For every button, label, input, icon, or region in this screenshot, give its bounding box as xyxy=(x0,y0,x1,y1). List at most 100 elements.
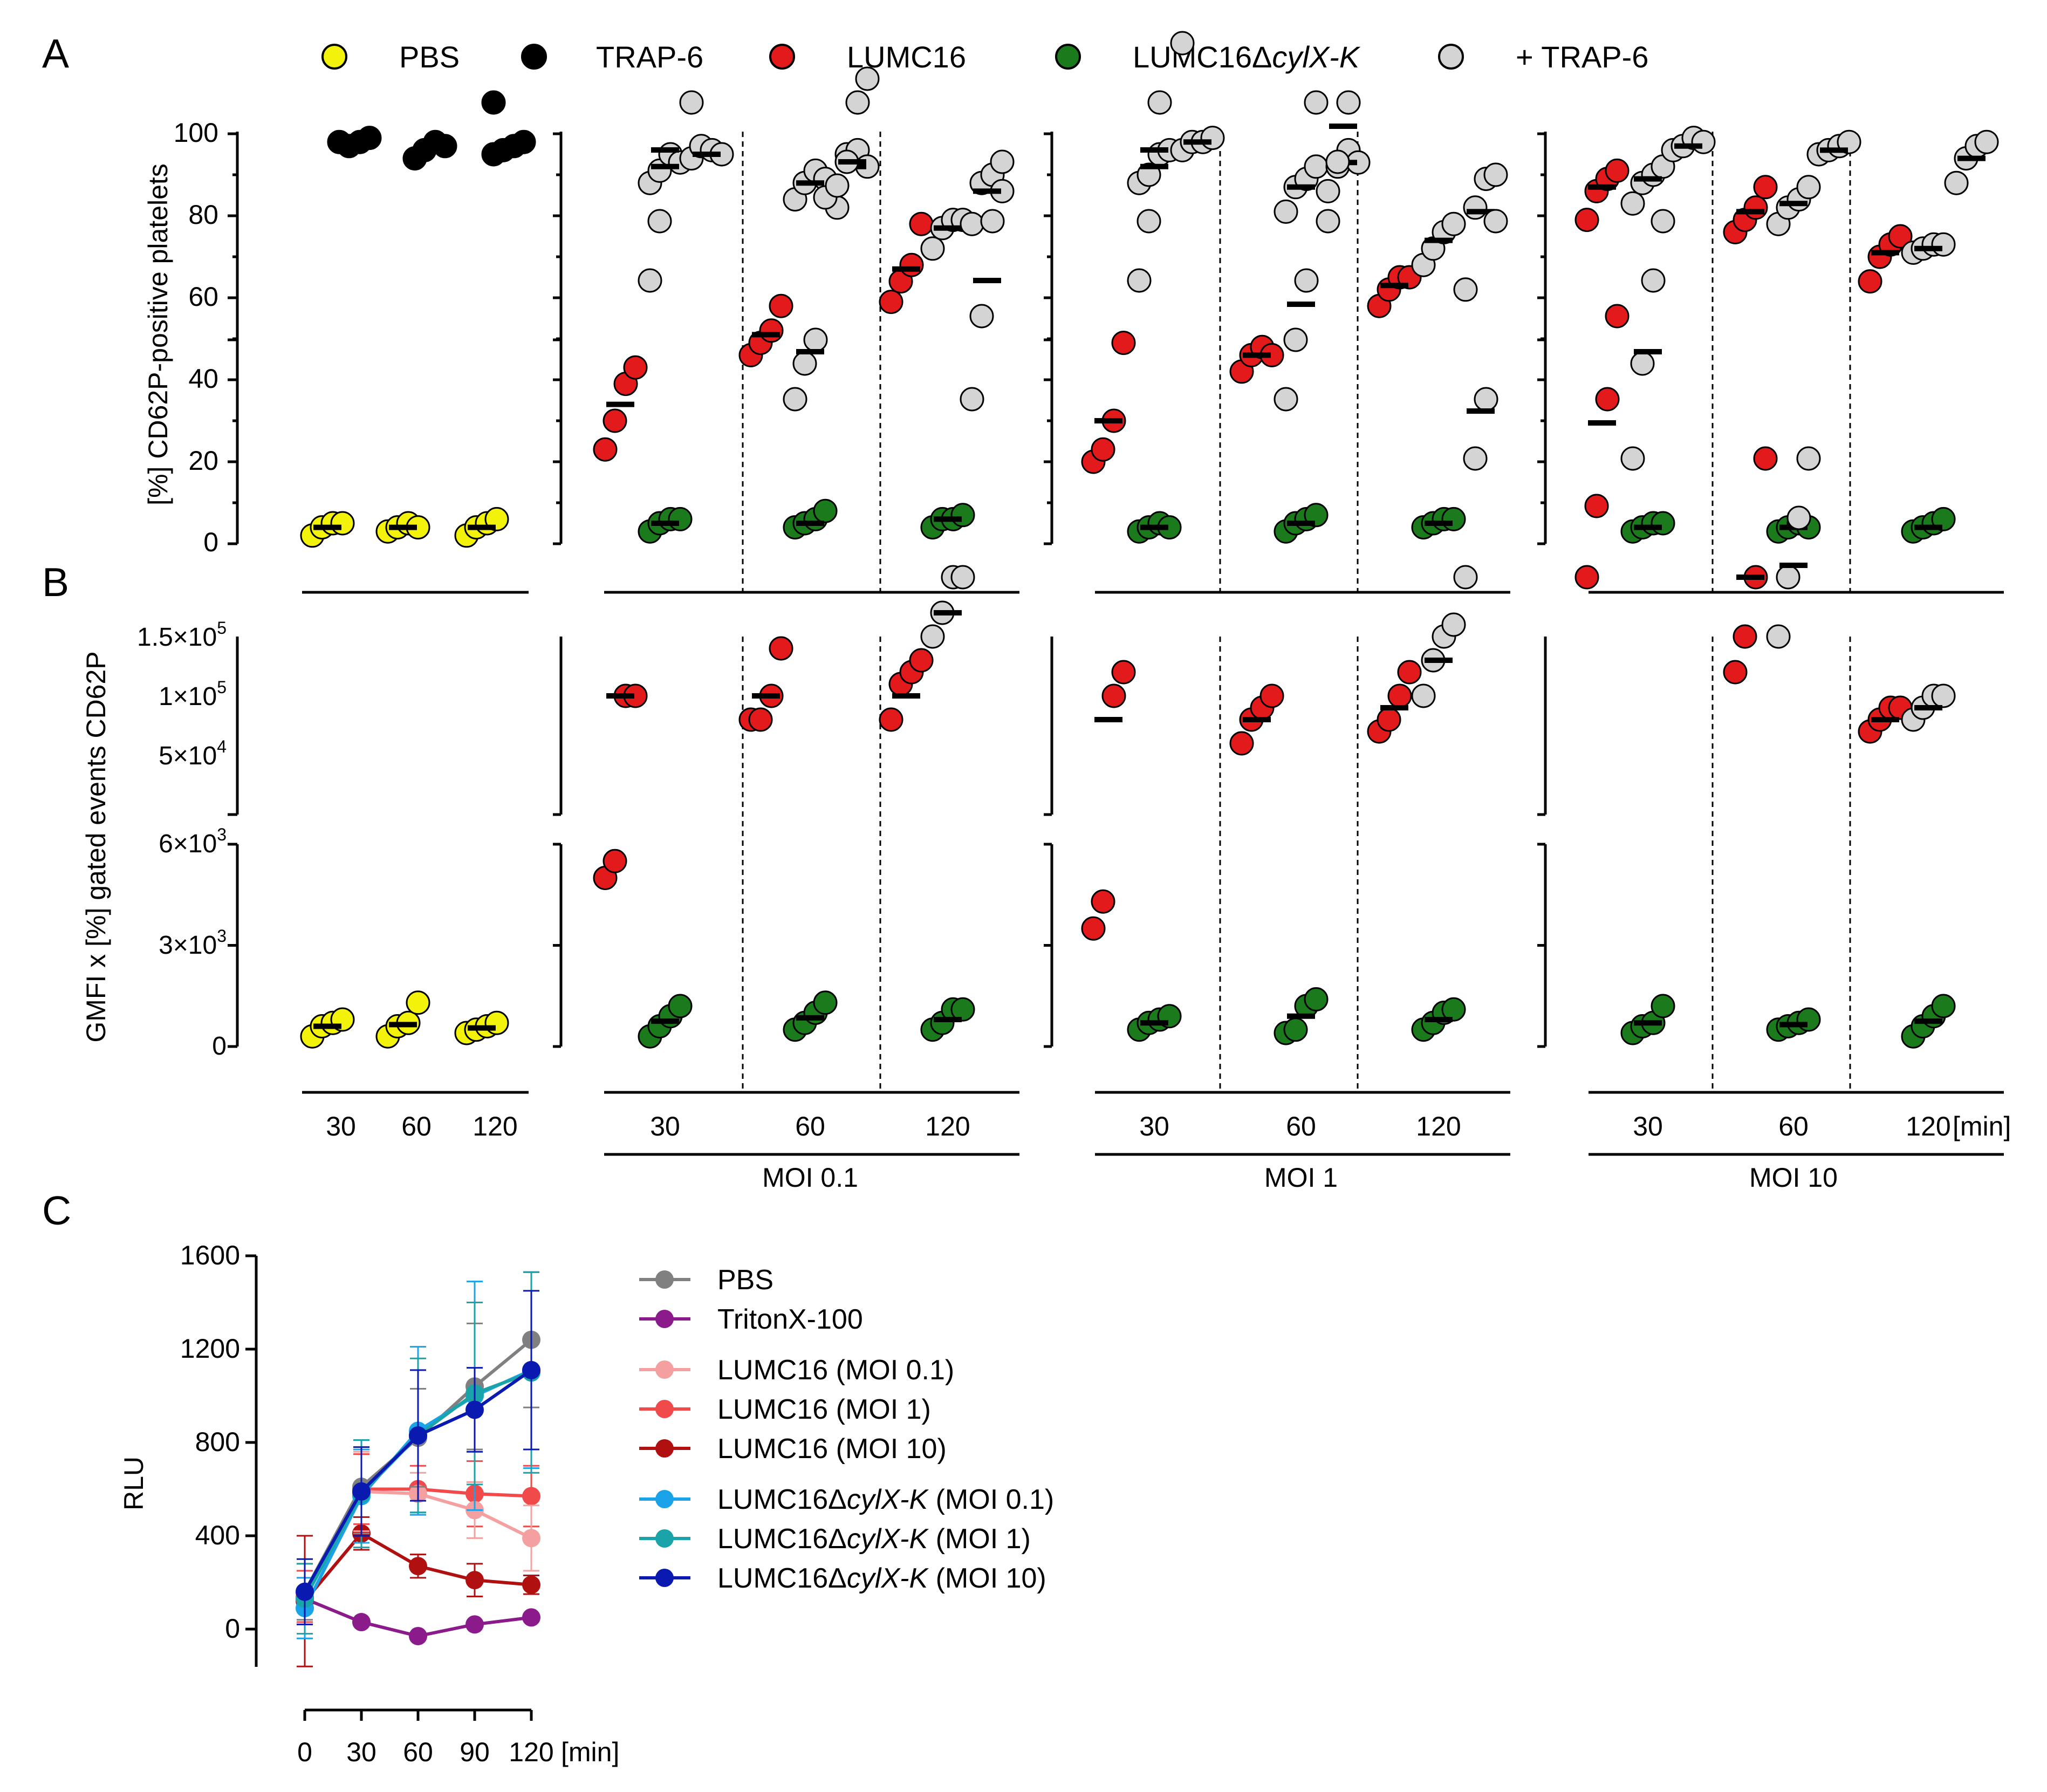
a-ylabel: [%] CD62P-positive platelets xyxy=(143,163,173,505)
legend-plus-trap-label: + TRAP-6 xyxy=(1516,40,1648,74)
legend-mutant-label: LUMC16ΔcylX-K xyxy=(1133,40,1361,74)
b-moi1-t1-mutant-trap-point xyxy=(855,66,880,91)
c-legend-l1-label: LUMC16 (MOI 1) xyxy=(717,1394,931,1425)
ctrl-time-60: 60 xyxy=(401,1111,432,1141)
a-moi2-t2-mutant-trap-point xyxy=(1463,195,1488,220)
b-moi2-t0-lumc16-trap-point xyxy=(1127,268,1152,293)
a-moi3-t2-lumc16-point xyxy=(1888,224,1913,249)
a-moi3-t0-mutant-trap-point xyxy=(1691,129,1716,154)
c-legend-l01-marker xyxy=(655,1360,674,1379)
moi01-time-120: 120 xyxy=(925,1111,970,1141)
c-l10-point xyxy=(409,1557,427,1576)
a-ytick-0: 0 xyxy=(203,527,218,557)
c-m10-point xyxy=(296,1582,314,1601)
a-moi3-t1-lumc16-point xyxy=(1753,175,1778,200)
moi01-time-60: 60 xyxy=(795,1111,825,1141)
moi1-time-60: 60 xyxy=(1286,1111,1316,1141)
b-moi3-t0-lumc16-point xyxy=(1595,387,1620,412)
b-moi1-t1-mutant-trap-point xyxy=(825,173,850,198)
c-legend-m10-suffix: (MOI 10) xyxy=(928,1563,1046,1594)
c-legend-m1-suffix: (MOI 1) xyxy=(928,1523,1031,1555)
a-moi1-t0-mutant-point xyxy=(668,507,693,531)
c-legend-l10-label: LUMC16 (MOI 10) xyxy=(717,1433,947,1465)
moi1-time-30: 30 xyxy=(1139,1111,1169,1141)
b-moi2-t1-lumc16-trap-point xyxy=(1304,90,1329,115)
b-moi2-t1-mutant-trap-point xyxy=(1316,209,1340,234)
b-moi2-t2-mutant-trap-point xyxy=(1483,209,1508,234)
b-ytick-3e3: 3×103 xyxy=(159,926,227,960)
b-moi1-t0-mutant-trap-point xyxy=(679,90,704,115)
c-xticks: 0 30 60 90 120 xyxy=(297,1737,554,1767)
moi1-time-120: 120 xyxy=(1416,1111,1461,1141)
b-moi2-t1-lumc16-trap-point xyxy=(1294,268,1319,293)
panel-ab-marks xyxy=(300,31,1999,1049)
c-m10-point xyxy=(522,1360,540,1379)
b-moi2-t1-mutant-trap-point xyxy=(1336,90,1361,115)
c-legend-m10-prefix: LUMC16Δ xyxy=(717,1563,847,1594)
a-ctrl-trap6-point xyxy=(511,129,536,154)
legend-lumc16-marker xyxy=(769,44,795,70)
b-moi3-t0-lumc16-trap-point xyxy=(1620,446,1645,471)
b-moi3-t0-lumc16-trap-point xyxy=(1630,351,1655,376)
b-moi1-t2-lumc16-trap-point xyxy=(920,624,945,649)
panel-label-a: A xyxy=(42,31,69,76)
b-moi2-t0-lumc16-trap-point xyxy=(1137,209,1161,234)
b-moi2-t0-mutant-trap-point xyxy=(1170,31,1195,56)
c-legend-pbs-marker xyxy=(655,1270,674,1289)
c-l10-point xyxy=(522,1575,540,1594)
b-moi1-t2-mutant-trap-point xyxy=(969,304,994,329)
a-moi3-t2-mutant-trap-point xyxy=(1944,170,1969,195)
b-moi3-t0-lumc16-point xyxy=(1584,494,1609,518)
c-legend-m10-marker xyxy=(655,1569,674,1587)
c-xlabel: [min] xyxy=(561,1737,619,1767)
c-l01-point xyxy=(522,1529,540,1548)
legend-mutant-marker xyxy=(1055,44,1081,70)
top-legend: PBS TRAP-6 LUMC16 LUMC16ΔcylX-K + TRAP-6 xyxy=(321,40,1648,74)
b-moi3-t2-lumc16-trap-point xyxy=(1931,683,1956,708)
b-moi2-t0-lumc16-point xyxy=(1081,916,1106,941)
c-yticks: 0 400 800 1200 1600 xyxy=(180,1240,240,1644)
c-legend-m01-prefix: LUMC16Δ xyxy=(717,1484,847,1515)
c-m10-point xyxy=(465,1400,484,1419)
c-xtick-60: 60 xyxy=(403,1737,433,1767)
ctrl-time-120: 120 xyxy=(473,1111,517,1141)
a-ytick-20: 20 xyxy=(188,446,218,476)
c-ytick-1600: 1600 xyxy=(180,1240,240,1270)
c-triton-point xyxy=(465,1615,484,1634)
b-moi1-t2-mutant-trap-point xyxy=(980,209,1005,234)
b-moi1-t2-lumc16-point xyxy=(909,648,934,673)
b-moi3-t0-lumc16-point xyxy=(1605,304,1630,329)
c-xtick-120: 120 xyxy=(509,1737,553,1767)
b-moi2-t2-mutant-trap-point xyxy=(1463,446,1488,471)
b-moi1-t1-mutant-trap-point xyxy=(845,90,870,115)
b-ytick-1e5: 1×105 xyxy=(159,678,227,711)
b-moi2-t1-mutant-point xyxy=(1283,1017,1308,1042)
b-ytick-15e5: 1.5×105 xyxy=(137,618,227,652)
b-moi2-t0-lumc16-point xyxy=(1091,889,1115,914)
b-moi1-t1-lumc16-trap-point xyxy=(803,327,828,352)
b-moi2-t0-lumc16-point xyxy=(1111,660,1136,685)
a-moi3-t0-lumc16-point xyxy=(1605,158,1630,183)
c-l1-point xyxy=(522,1487,540,1506)
b-moi3-t1-lumc16-trap-point xyxy=(1786,505,1811,530)
a-moi3-t2-mutant-trap-point xyxy=(1974,129,1999,154)
a-ctrl-trap6-point xyxy=(433,134,457,159)
a-moi2-t1-lumc16-trap-point xyxy=(1304,154,1329,179)
a-moi2-t0-lumc16-point xyxy=(1091,437,1115,462)
b-moi1-t2-mutant-trap-point xyxy=(990,149,1015,174)
c-l10-point xyxy=(465,1571,484,1590)
legend-pbs-label: PBS xyxy=(399,40,460,74)
moi01-time-30: 30 xyxy=(650,1111,680,1141)
a-moi3-t1-lumc16-point xyxy=(1743,195,1768,220)
c-legend-pbs-label: PBS xyxy=(717,1264,773,1296)
a-moi1-t0-lumc16-point xyxy=(623,355,648,380)
a-moi2-t1-mutant-trap-point xyxy=(1316,179,1340,203)
a-moi1-t2-mutant-point xyxy=(950,503,975,528)
moi-label-01: MOI 0.1 xyxy=(762,1162,858,1193)
panel-ab-axes xyxy=(228,132,2004,1156)
b-moi1-t1-lumc16-point xyxy=(748,707,773,732)
b-ctrl-pbs-point xyxy=(406,990,430,1015)
b-moi2-t2-mutant-trap-point xyxy=(1453,565,1478,590)
legend-pbs-marker xyxy=(321,44,347,70)
